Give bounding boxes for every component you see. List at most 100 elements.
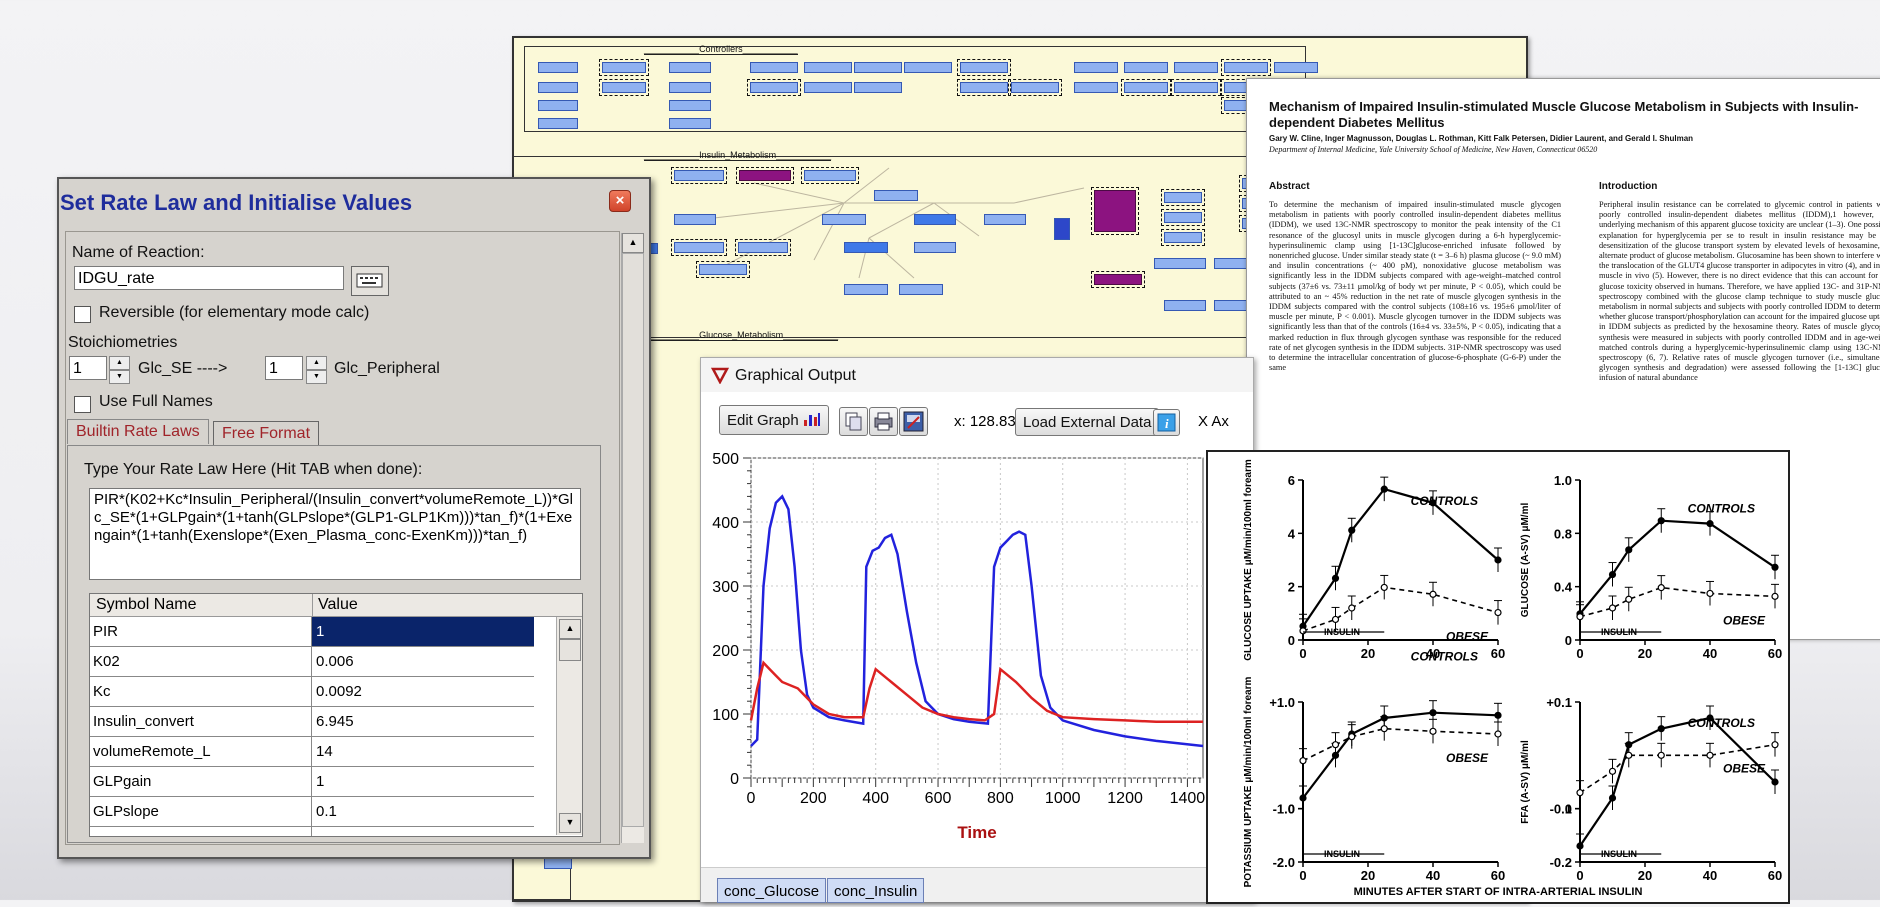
diagram-node[interactable] bbox=[599, 59, 649, 76]
diagram-node[interactable] bbox=[674, 214, 716, 225]
stoich-left-spinner[interactable]: ▲ ▼ bbox=[109, 356, 130, 384]
graph-titlebar[interactable]: Graphical Output bbox=[701, 358, 1253, 392]
diagram-node[interactable] bbox=[696, 261, 750, 278]
diagram-node[interactable] bbox=[1164, 300, 1206, 311]
table-row[interactable]: GLPgain 1 bbox=[90, 767, 534, 797]
diagram-node[interactable] bbox=[904, 62, 952, 73]
scroll-up-icon[interactable]: ▲ bbox=[622, 233, 644, 253]
symbol-value-cell[interactable]: 0.1 bbox=[312, 797, 534, 826]
diagram-node[interactable] bbox=[747, 79, 801, 96]
diagram-node[interactable] bbox=[1074, 62, 1118, 73]
diagram-node[interactable] bbox=[801, 167, 859, 184]
tab-builtin-rate-laws[interactable]: Builtin Rate Laws bbox=[67, 419, 209, 444]
reaction-name-input[interactable]: IDGU_rate bbox=[74, 266, 344, 290]
symbol-value-cell[interactable]: 1 bbox=[312, 617, 534, 646]
diagram-node[interactable] bbox=[750, 62, 798, 73]
diagram-node[interactable] bbox=[669, 62, 711, 73]
tab-conc-glucose[interactable]: conc_Glucose bbox=[717, 878, 827, 903]
scroll-up-icon[interactable]: ▲ bbox=[559, 619, 581, 639]
diagram-node[interactable] bbox=[1008, 79, 1062, 96]
symbol-value-cell[interactable]: 0.006 bbox=[312, 647, 534, 676]
diagram-node[interactable] bbox=[671, 239, 727, 256]
load-external-data-button[interactable]: Load External Data bbox=[1015, 408, 1160, 436]
table-scrollbar[interactable]: ▲ ▼ bbox=[556, 617, 582, 835]
x-axis-option[interactable]: X Ax bbox=[1198, 413, 1229, 430]
diagram-node[interactable] bbox=[544, 858, 572, 869]
tab-conc-insulin[interactable]: conc_Insulin bbox=[827, 878, 925, 903]
diagram-node[interactable] bbox=[854, 82, 902, 93]
table-row[interactable]: GLP1Km100 bbox=[90, 827, 534, 836]
stoich-right-spinner[interactable]: ▲ ▼ bbox=[306, 356, 327, 384]
diagram-node[interactable] bbox=[914, 242, 956, 253]
diagram-node[interactable] bbox=[957, 59, 1011, 76]
diagram-node[interactable] bbox=[1154, 258, 1206, 269]
close-icon[interactable]: × bbox=[609, 190, 631, 212]
diagram-node[interactable] bbox=[1124, 62, 1168, 73]
diagram-node[interactable] bbox=[1121, 79, 1171, 96]
diagram-node[interactable] bbox=[1221, 59, 1271, 76]
diagram-node[interactable] bbox=[671, 167, 727, 184]
diagram-node[interactable] bbox=[854, 62, 902, 73]
symbol-table[interactable]: Symbol Name Value PIR 1 K02 0.006 Kc 0.0092… bbox=[89, 593, 583, 837]
diagram-node[interactable] bbox=[538, 82, 578, 93]
diagram-node[interactable] bbox=[804, 62, 852, 73]
graphical-output-window[interactable]: Graphical Output Edit Graph x: 128.83 Lo… bbox=[700, 357, 1254, 903]
keyboard-icon[interactable] bbox=[351, 266, 389, 296]
diagram-node[interactable] bbox=[669, 100, 711, 111]
symbol-value-cell[interactable]: 6.945 bbox=[312, 707, 534, 736]
diagram-node[interactable] bbox=[957, 79, 1011, 96]
symbol-value-cell[interactable]: 1 bbox=[312, 767, 534, 796]
diagram-node[interactable] bbox=[538, 62, 578, 73]
diagram-node[interactable] bbox=[874, 190, 918, 201]
copy-icon[interactable] bbox=[839, 407, 868, 436]
diagram-node[interactable] bbox=[735, 239, 791, 256]
stoich-left-input[interactable]: 1 bbox=[69, 356, 107, 380]
diagram-node[interactable] bbox=[599, 79, 649, 96]
diagram-node[interactable] bbox=[844, 242, 888, 253]
scroll-thumb[interactable] bbox=[622, 253, 644, 827]
dialog-titlebar[interactable]: Set Rate Law and Initialise Values × bbox=[59, 179, 649, 215]
symbol-value-cell[interactable]: 14 bbox=[312, 737, 534, 766]
diagram-node[interactable] bbox=[1161, 189, 1205, 206]
diagram-node[interactable] bbox=[1174, 62, 1218, 73]
rate-law-editor[interactable]: PIR*(K02+Kc*Insulin_Peripheral/(Insulin_… bbox=[89, 488, 581, 580]
table-row[interactable]: volumeRemote_L 14 bbox=[90, 737, 534, 767]
diagram-node[interactable] bbox=[1091, 187, 1139, 235]
reversible-checkbox[interactable] bbox=[74, 306, 91, 323]
table-row[interactable]: PIR 1 bbox=[90, 617, 534, 647]
use-full-names-checkbox[interactable] bbox=[74, 396, 91, 413]
scroll-down-icon[interactable]: ▼ bbox=[559, 813, 581, 833]
diagram-node[interactable] bbox=[844, 284, 888, 295]
diagram-node[interactable] bbox=[1171, 79, 1221, 96]
diagram-node[interactable] bbox=[1091, 271, 1145, 288]
tab-free-format[interactable]: Free Format bbox=[213, 421, 320, 446]
export-image-icon[interactable] bbox=[899, 407, 928, 436]
spin-up-icon[interactable]: ▲ bbox=[306, 356, 327, 370]
diagram-node[interactable] bbox=[914, 214, 956, 225]
diagram-node[interactable] bbox=[538, 118, 578, 129]
diagram-node[interactable] bbox=[822, 214, 866, 225]
table-row[interactable]: Kc 0.0092 bbox=[90, 677, 534, 707]
scroll-thumb[interactable] bbox=[559, 639, 581, 661]
spin-down-icon[interactable]: ▼ bbox=[109, 370, 130, 384]
info-icon[interactable]: i bbox=[1153, 409, 1180, 436]
diagram-node[interactable] bbox=[1161, 209, 1205, 226]
diagram-node[interactable] bbox=[984, 214, 1026, 225]
diagram-node[interactable] bbox=[1074, 82, 1118, 93]
spin-down-icon[interactable]: ▼ bbox=[306, 370, 327, 384]
diagram-node[interactable] bbox=[669, 118, 711, 129]
diagram-node[interactable] bbox=[1161, 229, 1205, 246]
time-course-chart[interactable]: 0 200 400 600 800 1000 1200 1400 0 100 200 300 400 50… bbox=[701, 446, 1253, 866]
print-icon[interactable] bbox=[869, 407, 898, 436]
table-row[interactable]: K02 0.006 bbox=[90, 647, 534, 677]
diagram-node[interactable] bbox=[1274, 62, 1318, 73]
table-row[interactable]: GLPslope 0.1 bbox=[90, 797, 534, 827]
symbol-value-cell[interactable]: 100 bbox=[312, 827, 534, 836]
stoich-right-input[interactable]: 1 bbox=[265, 356, 303, 380]
diagram-node[interactable] bbox=[804, 82, 852, 93]
diagram-node[interactable] bbox=[669, 82, 711, 93]
diagram-node[interactable] bbox=[736, 167, 794, 184]
spin-up-icon[interactable]: ▲ bbox=[109, 356, 130, 370]
edit-graph-button[interactable]: Edit Graph bbox=[719, 405, 829, 435]
diagram-node[interactable] bbox=[538, 100, 578, 111]
